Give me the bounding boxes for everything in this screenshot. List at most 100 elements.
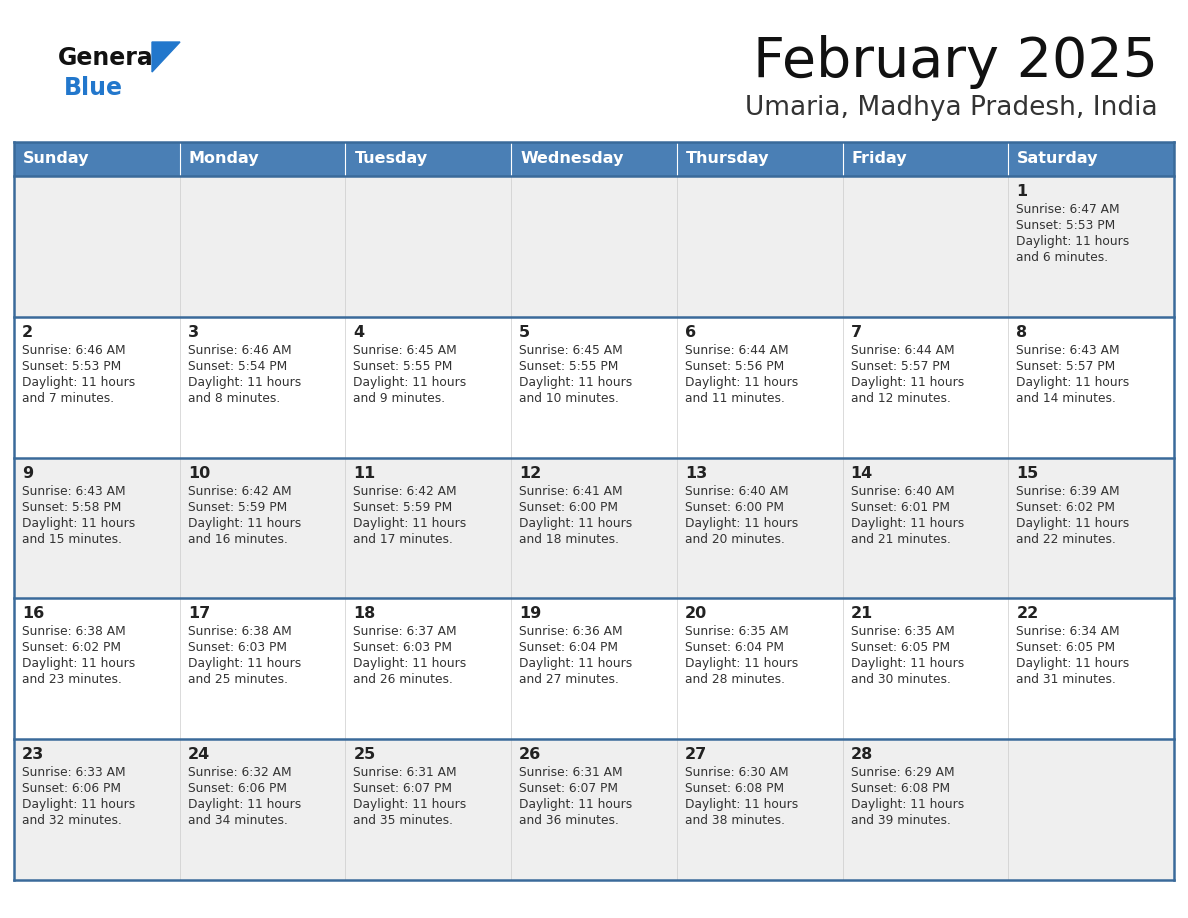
Text: Sunset: 6:00 PM: Sunset: 6:00 PM (684, 500, 784, 513)
Text: and 38 minutes.: and 38 minutes. (684, 814, 785, 827)
Text: Sunset: 6:03 PM: Sunset: 6:03 PM (353, 642, 453, 655)
Text: Sunset: 6:03 PM: Sunset: 6:03 PM (188, 642, 286, 655)
Text: Sunset: 6:04 PM: Sunset: 6:04 PM (519, 642, 618, 655)
Text: Daylight: 11 hours: Daylight: 11 hours (851, 798, 963, 812)
Text: and 18 minutes.: and 18 minutes. (519, 532, 619, 545)
Text: Daylight: 11 hours: Daylight: 11 hours (188, 798, 301, 812)
Text: Daylight: 11 hours: Daylight: 11 hours (519, 657, 632, 670)
Text: Daylight: 11 hours: Daylight: 11 hours (188, 657, 301, 670)
Text: and 20 minutes.: and 20 minutes. (684, 532, 785, 545)
Bar (14, 599, 1174, 739)
Text: Daylight: 11 hours: Daylight: 11 hours (684, 657, 798, 670)
Text: Sunset: 6:07 PM: Sunset: 6:07 PM (353, 782, 453, 795)
Text: 11: 11 (353, 465, 375, 481)
Text: 8: 8 (1016, 325, 1028, 340)
Text: Daylight: 11 hours: Daylight: 11 hours (519, 375, 632, 389)
Text: 23: 23 (23, 747, 44, 762)
Text: Sunrise: 6:45 AM: Sunrise: 6:45 AM (519, 344, 623, 357)
Text: Sunrise: 6:46 AM: Sunrise: 6:46 AM (23, 344, 126, 357)
Text: Tuesday: Tuesday (354, 151, 428, 166)
Text: Daylight: 11 hours: Daylight: 11 hours (851, 517, 963, 530)
Text: Sunrise: 6:42 AM: Sunrise: 6:42 AM (353, 485, 457, 498)
Text: Sunrise: 6:31 AM: Sunrise: 6:31 AM (353, 767, 457, 779)
Bar (14, 739, 1174, 880)
Text: 21: 21 (851, 607, 873, 621)
Text: Sunset: 5:57 PM: Sunset: 5:57 PM (1016, 360, 1116, 373)
Text: Daylight: 11 hours: Daylight: 11 hours (684, 517, 798, 530)
Text: Sunset: 6:05 PM: Sunset: 6:05 PM (1016, 642, 1116, 655)
Text: Thursday: Thursday (685, 151, 770, 166)
Text: Sunrise: 6:44 AM: Sunrise: 6:44 AM (851, 344, 954, 357)
Text: Sunset: 5:58 PM: Sunset: 5:58 PM (23, 500, 121, 513)
Text: Sunrise: 6:34 AM: Sunrise: 6:34 AM (1016, 625, 1120, 638)
Text: 9: 9 (23, 465, 33, 481)
Text: Friday: Friday (852, 151, 908, 166)
Text: and 15 minutes.: and 15 minutes. (23, 532, 122, 545)
Text: and 39 minutes.: and 39 minutes. (851, 814, 950, 827)
Text: and 25 minutes.: and 25 minutes. (188, 674, 287, 687)
Text: Sunset: 6:02 PM: Sunset: 6:02 PM (1016, 500, 1116, 513)
Text: Daylight: 11 hours: Daylight: 11 hours (353, 375, 467, 389)
Text: Sunset: 6:04 PM: Sunset: 6:04 PM (684, 642, 784, 655)
Text: General: General (58, 46, 162, 70)
Text: Daylight: 11 hours: Daylight: 11 hours (1016, 517, 1130, 530)
Text: 24: 24 (188, 747, 210, 762)
Text: Monday: Monday (189, 151, 259, 166)
Text: Daylight: 11 hours: Daylight: 11 hours (353, 517, 467, 530)
Text: 27: 27 (684, 747, 707, 762)
Text: Daylight: 11 hours: Daylight: 11 hours (684, 375, 798, 389)
Text: Sunset: 5:53 PM: Sunset: 5:53 PM (23, 360, 121, 373)
Text: 1: 1 (1016, 184, 1028, 199)
Text: Daylight: 11 hours: Daylight: 11 hours (1016, 375, 1130, 389)
Bar (677, 142, 842, 176)
Text: and 32 minutes.: and 32 minutes. (23, 814, 122, 827)
Text: Sunset: 5:59 PM: Sunset: 5:59 PM (188, 500, 287, 513)
Text: Daylight: 11 hours: Daylight: 11 hours (851, 657, 963, 670)
Text: Sunrise: 6:41 AM: Sunrise: 6:41 AM (519, 485, 623, 498)
Text: Sunrise: 6:42 AM: Sunrise: 6:42 AM (188, 485, 291, 498)
Text: Sunset: 6:00 PM: Sunset: 6:00 PM (519, 500, 618, 513)
Text: Daylight: 11 hours: Daylight: 11 hours (519, 517, 632, 530)
Text: 26: 26 (519, 747, 542, 762)
Text: Sunset: 6:08 PM: Sunset: 6:08 PM (684, 782, 784, 795)
Bar (14, 457, 1174, 599)
Text: Sunrise: 6:30 AM: Sunrise: 6:30 AM (684, 767, 789, 779)
Text: Sunrise: 6:36 AM: Sunrise: 6:36 AM (519, 625, 623, 638)
Text: 18: 18 (353, 607, 375, 621)
Text: Sunset: 6:06 PM: Sunset: 6:06 PM (23, 782, 121, 795)
Text: and 14 minutes.: and 14 minutes. (1016, 392, 1117, 405)
Text: Saturday: Saturday (1017, 151, 1099, 166)
Text: Sunset: 5:57 PM: Sunset: 5:57 PM (851, 360, 950, 373)
Text: and 35 minutes.: and 35 minutes. (353, 814, 454, 827)
Text: Sunset: 6:06 PM: Sunset: 6:06 PM (188, 782, 286, 795)
Text: 10: 10 (188, 465, 210, 481)
Bar (346, 142, 511, 176)
Text: Sunrise: 6:38 AM: Sunrise: 6:38 AM (23, 625, 126, 638)
Text: 5: 5 (519, 325, 530, 340)
Text: Sunday: Sunday (23, 151, 89, 166)
Text: Sunrise: 6:43 AM: Sunrise: 6:43 AM (23, 485, 126, 498)
Text: Sunset: 5:55 PM: Sunset: 5:55 PM (519, 360, 619, 373)
Text: and 22 minutes.: and 22 minutes. (1016, 532, 1117, 545)
Text: 14: 14 (851, 465, 873, 481)
Text: Daylight: 11 hours: Daylight: 11 hours (188, 375, 301, 389)
Text: Daylight: 11 hours: Daylight: 11 hours (353, 657, 467, 670)
Text: and 36 minutes.: and 36 minutes. (519, 814, 619, 827)
Text: Sunrise: 6:40 AM: Sunrise: 6:40 AM (684, 485, 789, 498)
Text: Sunrise: 6:44 AM: Sunrise: 6:44 AM (684, 344, 789, 357)
Text: Blue: Blue (64, 76, 124, 100)
Text: Daylight: 11 hours: Daylight: 11 hours (851, 375, 963, 389)
Text: Sunset: 6:08 PM: Sunset: 6:08 PM (851, 782, 949, 795)
Text: Sunrise: 6:38 AM: Sunrise: 6:38 AM (188, 625, 291, 638)
Bar (511, 142, 677, 176)
Text: and 16 minutes.: and 16 minutes. (188, 532, 287, 545)
Text: Sunset: 5:56 PM: Sunset: 5:56 PM (684, 360, 784, 373)
Text: Sunrise: 6:29 AM: Sunrise: 6:29 AM (851, 767, 954, 779)
Bar (14, 317, 1174, 457)
Text: Sunset: 5:54 PM: Sunset: 5:54 PM (188, 360, 287, 373)
Text: 22: 22 (1016, 607, 1038, 621)
Text: Sunrise: 6:43 AM: Sunrise: 6:43 AM (1016, 344, 1120, 357)
Text: and 10 minutes.: and 10 minutes. (519, 392, 619, 405)
Text: Daylight: 11 hours: Daylight: 11 hours (353, 798, 467, 812)
Text: and 27 minutes.: and 27 minutes. (519, 674, 619, 687)
